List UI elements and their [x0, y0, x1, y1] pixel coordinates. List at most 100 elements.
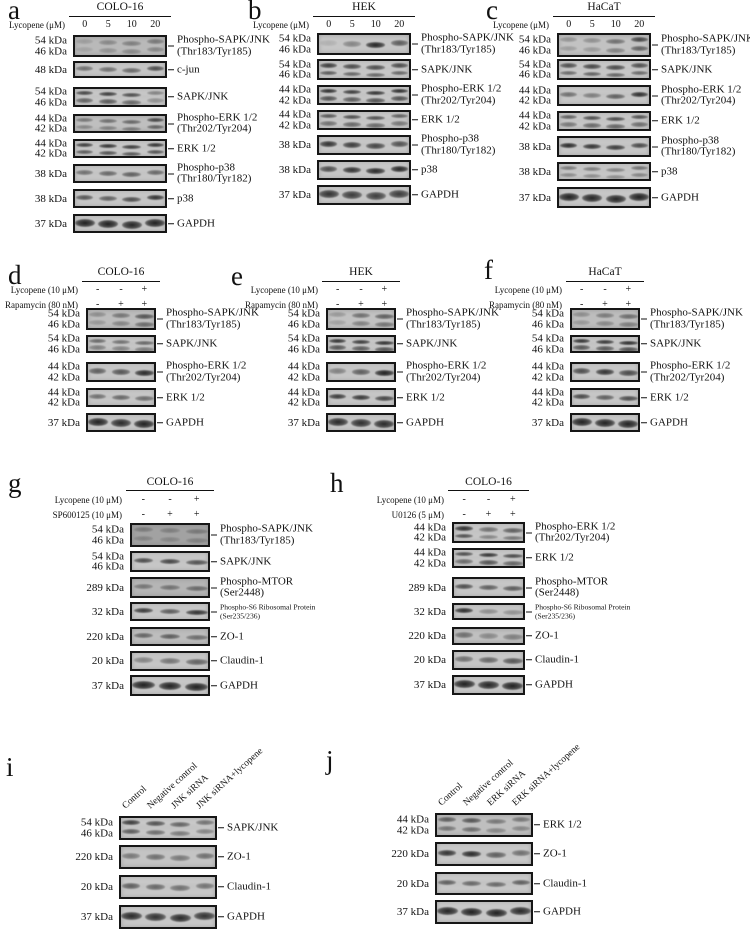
- blot-band: [455, 632, 473, 638]
- protein-label-lines: ZO-1: [220, 630, 244, 643]
- kda-label: 37 kDa: [0, 907, 429, 918]
- protein-label: GAPDH: [526, 679, 573, 691]
- tick-line: [168, 173, 174, 174]
- blot-band: [455, 533, 473, 539]
- kda-label-line: 54 kDa: [518, 58, 551, 70]
- protein-label: ZO-1: [534, 848, 567, 860]
- kda-label: 32 kDa: [0, 606, 124, 617]
- blot-band: [146, 194, 164, 201]
- protein-label: SAPK/JNK: [412, 63, 472, 76]
- blot-band: [573, 393, 591, 400]
- blot-band: [146, 830, 166, 835]
- tick-line: [157, 397, 163, 398]
- kda-label: 54 kDa 46 kDa: [0, 308, 564, 330]
- protein-label-lines: ERK 1/2: [406, 391, 445, 404]
- blot-band: [122, 41, 142, 46]
- treatment-label: Lycopene (10 μM): [494, 285, 562, 295]
- blot-band: [374, 347, 394, 352]
- blot-band: [121, 220, 142, 229]
- blot-image: [557, 136, 651, 157]
- blot-band: [618, 322, 638, 327]
- blot-image: [119, 816, 217, 840]
- blot-band: [89, 312, 107, 317]
- blot-band: [112, 321, 130, 326]
- protein-label-line: Phospho-SAPK/JNK: [406, 306, 499, 319]
- tick-line: [526, 587, 532, 588]
- kda-label-line: 54 kDa: [34, 85, 67, 98]
- blot-band: [486, 852, 507, 858]
- protein-label: Claudin-1: [218, 881, 271, 893]
- tick-line: [397, 318, 403, 320]
- blot-band: [618, 347, 638, 352]
- blot-band: [618, 395, 638, 402]
- protein-label-lines: Phospho-p38 (Thr180/Tyr182): [421, 133, 495, 157]
- blot-band: [479, 633, 498, 639]
- blot-band: [76, 194, 94, 201]
- protein-label: GAPDH: [211, 679, 258, 692]
- protein-label: Phospho-ERK 1/2 (Thr202/Tyr204): [652, 83, 741, 107]
- blot-band: [134, 347, 154, 352]
- blot-band: [133, 527, 153, 532]
- protein-label-lines: ERK 1/2: [177, 142, 216, 155]
- blot-band: [560, 165, 578, 171]
- blot-band: [630, 172, 648, 178]
- kda-label-line: 44 kDa: [287, 386, 320, 398]
- protein-label: GAPDH: [641, 416, 688, 429]
- protein-label-line: Phospho-SAPK/JNK: [220, 522, 313, 535]
- lane-label: Control: [436, 781, 466, 809]
- protein-label-line: Phospho-MTOR: [220, 575, 294, 587]
- kda-label: 37 kDa: [0, 417, 80, 428]
- blot-band: [76, 65, 94, 72]
- blot-band: [185, 609, 208, 616]
- blot-band: [455, 607, 473, 614]
- tick-line: [218, 856, 224, 858]
- kda-label-line: 44 kDa: [413, 546, 446, 559]
- blot-band: [390, 62, 408, 68]
- blot-band: [511, 850, 530, 856]
- kda-label: 289 kDa: [0, 582, 446, 593]
- protein-label-line: (Thr183/Tyr185): [177, 45, 252, 57]
- protein-label-line: SAPK/JNK: [166, 337, 218, 350]
- blot-image: [86, 335, 156, 353]
- panel-letter: d: [8, 260, 22, 290]
- tick-line: [412, 169, 418, 171]
- blot-band: [629, 192, 650, 201]
- kda-label-line: 44 kDa: [287, 360, 320, 373]
- blot-band: [133, 607, 153, 614]
- kda-label: 54 kDa 46 kDa: [0, 817, 113, 839]
- cell-line-label: COLO-16: [146, 476, 194, 488]
- protein-label-line: p38: [177, 191, 194, 204]
- protein-label-line: GAPDH: [406, 415, 444, 428]
- protein-label: ZO-1: [526, 630, 559, 642]
- blot-band: [374, 419, 395, 428]
- protein-label-lines: Phospho-ERK 1/2 (Thr202/Tyr204): [535, 520, 615, 544]
- tick-line: [168, 198, 174, 199]
- blot-band: [618, 419, 639, 428]
- blot-image: [557, 187, 651, 208]
- cell-line-label: HEK: [352, 1, 376, 13]
- tick-line: [534, 883, 540, 884]
- blot-band: [606, 174, 626, 180]
- protein-label-line: Phospho-MTOR: [535, 575, 609, 587]
- tick-line: [534, 824, 540, 826]
- protein-label: SAPK/JNK: [641, 338, 701, 350]
- protein-label: SAPK/JNK: [157, 338, 217, 350]
- tick-line: [526, 659, 532, 661]
- kda-label: 44 kDa 42 kDa: [0, 360, 320, 383]
- treatment-value: 10: [370, 19, 381, 30]
- tick-line: [218, 827, 224, 829]
- blot-band: [390, 40, 408, 46]
- protein-label-line: (Thr202/Tyr204): [166, 371, 241, 383]
- protein-label-line: (Thr183/Tyr185): [421, 43, 496, 55]
- kda-label: 44 kDa 42 kDa: [0, 361, 564, 383]
- blot-image: [119, 845, 217, 869]
- blot-band: [374, 340, 394, 346]
- blot-band: [630, 37, 648, 42]
- kda-label-line: 46 kDa: [91, 560, 124, 573]
- treatment-value: +: [358, 299, 364, 310]
- kda-label: 44 kDa 42 kDa: [0, 522, 446, 543]
- blot-band: [195, 883, 214, 889]
- protein-label: ERK 1/2: [534, 819, 582, 831]
- protein-label-line: (Ser2448): [220, 586, 264, 599]
- protein-label-line: GAPDH: [166, 415, 204, 428]
